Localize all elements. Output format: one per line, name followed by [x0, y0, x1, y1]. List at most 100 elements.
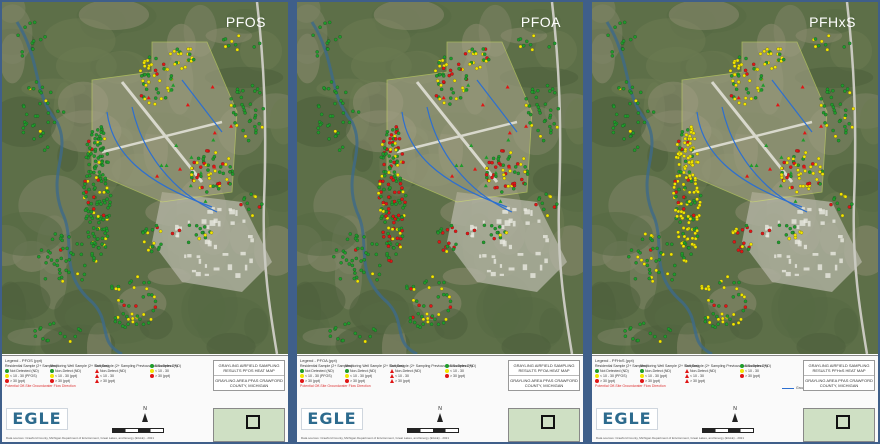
legend-col-title: Soil Sample (2+ Sampling Previous Soil S… [685, 364, 768, 368]
flow-arrow [771, 79, 813, 133]
sample-point [482, 223, 487, 227]
triangle-icon [390, 379, 394, 384]
sample-point [229, 103, 233, 108]
sample-point [189, 166, 194, 170]
airfield-boundary [91, 41, 238, 203]
runway [710, 81, 794, 183]
sample-point [665, 242, 669, 246]
sample-point [439, 287, 444, 291]
sample-point [776, 47, 780, 51]
sample-point [799, 230, 804, 235]
sample-point [631, 131, 635, 135]
sample-point [494, 174, 498, 179]
sample-point [434, 74, 439, 78]
sample-point [326, 47, 330, 51]
sample-point [837, 207, 841, 212]
building [512, 207, 517, 212]
sample-point [240, 102, 244, 107]
sample-point [398, 181, 403, 186]
building [501, 225, 505, 230]
sample-point [467, 49, 471, 54]
terrain-patch [269, 98, 288, 145]
building [470, 228, 473, 231]
sample-point [676, 230, 680, 234]
sample-point [422, 304, 426, 308]
sample-point [101, 217, 105, 222]
sample-point [489, 233, 493, 237]
sample-point [233, 43, 238, 47]
sample-point [153, 305, 158, 309]
sample-point [706, 298, 711, 302]
sample-point [832, 197, 836, 201]
sample-point [356, 110, 361, 114]
sample-point [341, 111, 346, 115]
sample-point [507, 154, 512, 159]
sample-point [693, 176, 698, 180]
sample-point [762, 49, 766, 54]
sample-point [634, 99, 638, 103]
legend-label: Non-Detect (ND) [745, 364, 772, 368]
sample-point [396, 213, 401, 218]
soil-sample-point [507, 130, 512, 135]
sample-point [25, 112, 29, 117]
sample-point [97, 199, 102, 204]
sample-point [258, 90, 262, 95]
sample-point [807, 181, 812, 186]
sample-point [695, 228, 699, 233]
sample-point [674, 194, 678, 199]
sample-point [669, 252, 674, 257]
sample-point [202, 225, 207, 229]
sample-point [257, 121, 261, 126]
map-pfhxs [592, 2, 878, 354]
soil-sample-point [800, 85, 805, 89]
sample-point [96, 237, 100, 241]
sample-point [105, 215, 109, 219]
sample-point [445, 293, 449, 297]
sample-point [338, 277, 343, 281]
sample-point [518, 37, 523, 41]
map-title: PFOS [225, 14, 266, 30]
sample-point [732, 240, 736, 244]
sample-point [386, 207, 391, 211]
sample-point [451, 91, 455, 95]
sample-point [186, 47, 190, 51]
sample-point [253, 113, 258, 118]
sample-point [409, 287, 413, 291]
flow-arrow [401, 111, 508, 208]
sample-point [88, 220, 92, 224]
sample-point [682, 256, 686, 260]
sample-point [186, 240, 191, 245]
sample-point [173, 62, 177, 66]
sample-point [491, 156, 496, 161]
sample-point [75, 242, 79, 246]
sample-point [633, 35, 637, 39]
sample-point [437, 64, 442, 68]
sample-point [501, 173, 506, 177]
sample-point [80, 278, 84, 282]
sample-point [87, 187, 91, 192]
sample-point [81, 191, 86, 195]
sample-point [44, 261, 48, 265]
sample-point [39, 326, 43, 330]
terrain-patch [359, 300, 425, 335]
low-dot-icon [50, 374, 54, 379]
sample-point [226, 156, 231, 161]
sample-point [441, 292, 446, 297]
sample-point [704, 287, 708, 291]
soil-sample-point [483, 183, 488, 188]
sample-point [55, 258, 59, 263]
sample-point [657, 235, 661, 239]
sample-point [501, 168, 505, 172]
legend-col-title: Monitoring Well Sample (2+ Samples) [50, 364, 109, 368]
low-dot-icon [445, 369, 449, 374]
sample-point [75, 272, 80, 276]
sample-point [143, 97, 147, 101]
sample-point [448, 96, 453, 100]
sample-point [759, 74, 764, 78]
sample-point [500, 149, 504, 153]
sample-point [484, 59, 488, 63]
sample-point [213, 169, 217, 173]
sample-point [117, 320, 122, 325]
sample-point [52, 321, 56, 325]
sample-point [146, 292, 151, 297]
